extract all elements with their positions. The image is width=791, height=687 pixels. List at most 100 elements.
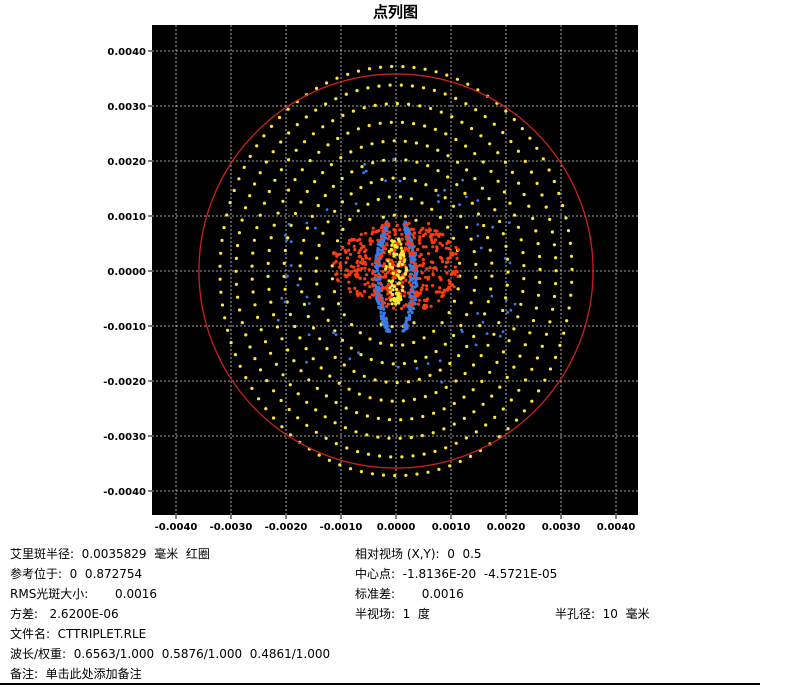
spot-point: [300, 168, 304, 172]
spot-point: [373, 103, 377, 107]
spot-point: [558, 343, 562, 347]
spot-point: [402, 254, 406, 258]
spot-point: [386, 302, 390, 306]
spot-point: [325, 81, 329, 85]
spot-point: [398, 296, 402, 300]
spot-point: [535, 181, 539, 185]
spot-point: [450, 115, 454, 119]
spot-point: [414, 292, 418, 296]
spot-point: [314, 226, 317, 230]
spot-point: [381, 473, 386, 477]
spot-point: [426, 362, 430, 365]
spot-point: [375, 229, 379, 233]
spot-point: [341, 246, 345, 250]
spot-point: [473, 152, 477, 156]
spot-point: [324, 436, 328, 440]
spot-point: [258, 171, 262, 175]
spot-point: [374, 273, 378, 277]
spot-point: [298, 264, 302, 268]
spot-point: [479, 246, 483, 250]
spot-point: [321, 125, 325, 129]
spot-point: [493, 208, 497, 212]
spot-point: [428, 227, 432, 231]
spot-point: [406, 380, 410, 384]
spot-point: [385, 243, 389, 247]
spot-point: [429, 304, 433, 308]
spot-point: [424, 232, 428, 236]
spot-point: [284, 233, 287, 237]
spot-point: [310, 214, 314, 218]
spot-point: [403, 290, 407, 294]
spot-point: [311, 326, 316, 330]
spot-point: [349, 270, 353, 274]
spot-point: [342, 363, 346, 367]
spot-point: [392, 239, 396, 243]
spot-point: [455, 256, 459, 260]
spot-point: [366, 202, 370, 206]
spot-point: [336, 279, 340, 283]
spot-point: [349, 150, 353, 154]
spot-point: [296, 392, 300, 396]
spot-point: [412, 397, 417, 401]
spot-point: [376, 197, 380, 202]
spot-point: [446, 175, 450, 179]
spot-point: [387, 418, 392, 422]
spot-point: [219, 251, 223, 255]
spot-point: [238, 364, 242, 368]
spot-point: [389, 247, 393, 251]
spot-point: [446, 260, 450, 264]
spot-point: [335, 272, 339, 276]
spot-point: [489, 169, 493, 173]
spot-point: [299, 200, 303, 204]
spot-point: [285, 238, 288, 242]
spot-point: [513, 213, 517, 217]
spot-point: [420, 434, 424, 438]
spot-point: [344, 92, 348, 96]
spot-point: [505, 257, 510, 261]
spot-point: [393, 243, 397, 247]
spot-point: [409, 435, 413, 440]
spot-diagram-chart: -0.0040 -0.0030 -0.0020 -0.0010 0.0000 0.0010…: [103, 25, 638, 533]
spot-point: [497, 321, 501, 325]
spot-point: [323, 415, 327, 419]
spot-point: [402, 304, 406, 308]
spot-point: [501, 330, 505, 333]
spot-point: [548, 367, 553, 371]
spot-point: [302, 238, 306, 242]
spot-point: [337, 381, 341, 385]
spot-point: [326, 143, 330, 147]
spot-point: [463, 371, 467, 376]
y-tick-label: 0.0040: [107, 47, 146, 58]
spot-point: [529, 170, 534, 174]
spot-point: [438, 275, 442, 279]
spot-point: [432, 411, 436, 415]
spot-point: [344, 250, 348, 255]
spot-point: [336, 136, 340, 141]
spot-point: [490, 294, 494, 298]
spot-point: [400, 237, 404, 241]
spot-point: [367, 67, 372, 71]
spot-point: [452, 401, 456, 406]
spot-point: [338, 463, 342, 467]
spot-point: [430, 238, 434, 242]
spot-point: [408, 293, 412, 297]
spot-point: [408, 263, 412, 267]
spot-point: [308, 159, 312, 163]
spot-point: [404, 242, 408, 246]
spot-point: [501, 232, 505, 236]
spot-point: [471, 388, 475, 392]
spot-point: [479, 134, 483, 138]
spot-point: [426, 164, 430, 168]
spot-point: [356, 127, 360, 131]
spot-point: [465, 313, 469, 317]
spot-point: [286, 188, 291, 192]
spot-point: [455, 77, 459, 81]
notes-text[interactable]: 备注: 单击此处添加备注: [10, 667, 142, 681]
relative-field-text: 相对视场 (X,Y): 0 0.5: [355, 547, 482, 561]
spot-point: [403, 258, 407, 262]
spot-point: [453, 272, 457, 276]
spot-point: [536, 293, 541, 297]
spot-point: [390, 243, 394, 247]
spot-point: [299, 251, 303, 255]
spot-point: [456, 248, 461, 252]
